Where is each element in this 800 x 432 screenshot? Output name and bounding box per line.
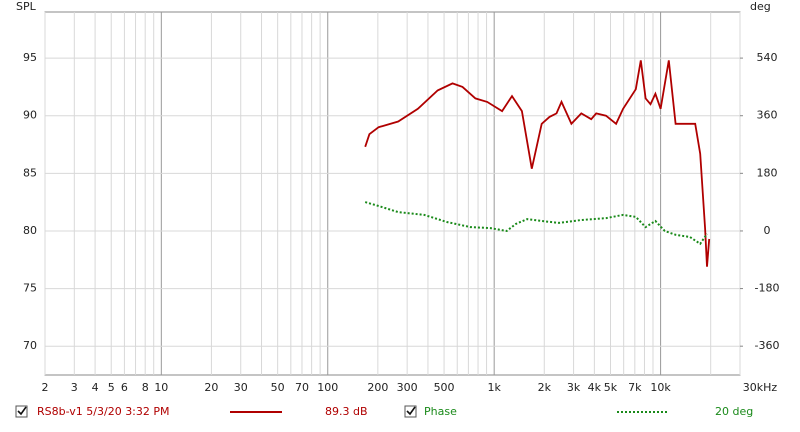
x-tick-label: 2k xyxy=(538,381,552,394)
spl-line xyxy=(364,60,711,267)
y-tick-label: 95 xyxy=(23,51,37,64)
x-tick-label: 200 xyxy=(367,381,388,394)
checkbox[interactable] xyxy=(15,405,28,418)
x-tick-label: 4 xyxy=(92,381,99,394)
x-tick-label: 2 xyxy=(42,381,49,394)
legend-readout: 89.3 dB xyxy=(325,405,368,418)
y-tick-label: 70 xyxy=(23,339,37,352)
x-tick-label: 4k xyxy=(588,381,602,394)
phase-line xyxy=(364,201,708,246)
x-tick-label: 30 xyxy=(234,381,248,394)
x-tick-label: 20 xyxy=(204,381,218,394)
x-tick-label: 300 xyxy=(397,381,418,394)
x-tick-label: 3 xyxy=(71,381,78,394)
x-tick-label: 100 xyxy=(317,381,338,394)
y2-tick-label: 0 xyxy=(764,224,771,237)
y-tick-label: 80 xyxy=(23,224,37,237)
y2-tick-label: 540 xyxy=(757,51,778,64)
x-tick-label: 6 xyxy=(121,381,128,394)
y2-tick-label: 360 xyxy=(757,109,778,122)
x-tick-label: 70 xyxy=(295,381,309,394)
x-tick-label: 50 xyxy=(271,381,285,394)
y2-tick-label: -180 xyxy=(755,282,780,295)
x-tick-label: 500 xyxy=(434,381,455,394)
checkmark[interactable] xyxy=(17,406,27,416)
x-tick-label: 1k xyxy=(487,381,501,394)
legend-label: Phase xyxy=(424,405,457,418)
legend-label: RS8b-v1 5/3/20 3:32 PM xyxy=(37,405,170,418)
y-tick-label: 75 xyxy=(23,282,37,295)
y2-tick-label: -360 xyxy=(755,339,780,352)
x-tick-label: 8 xyxy=(142,381,149,394)
x-tick-label: 7k xyxy=(628,381,642,394)
checkmark[interactable] xyxy=(406,406,416,416)
legend-readout: 20 deg xyxy=(715,405,753,418)
x-tick-label: 10k xyxy=(650,381,671,394)
x-tick-label: 10 xyxy=(154,381,168,394)
x-tick-label: 30kHz xyxy=(743,381,778,394)
checkbox[interactable] xyxy=(404,405,417,418)
y2-axis-label: deg xyxy=(750,0,771,13)
plot-area xyxy=(44,11,741,376)
y-tick-label: 90 xyxy=(23,109,37,122)
y-tick-label: 85 xyxy=(23,166,37,179)
x-tick-label: 3k xyxy=(567,381,581,394)
x-tick-label: 5 xyxy=(108,381,115,394)
y2-tick-label: 180 xyxy=(757,166,778,179)
y-axis-label: SPL xyxy=(16,0,37,13)
x-tick-label: 5k xyxy=(604,381,618,394)
